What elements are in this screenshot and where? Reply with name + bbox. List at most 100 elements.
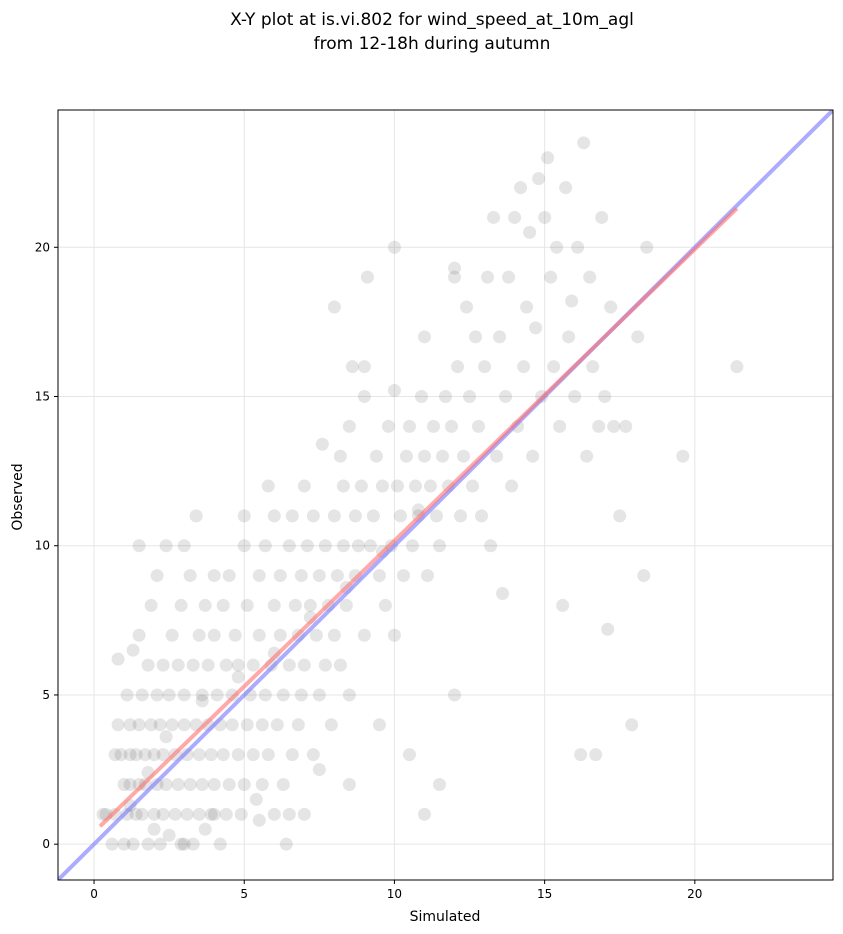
data-point bbox=[144, 718, 158, 732]
data-point bbox=[261, 479, 275, 493]
data-point bbox=[405, 539, 419, 553]
data-point bbox=[487, 210, 501, 224]
data-point bbox=[282, 658, 296, 672]
data-point bbox=[420, 569, 434, 583]
data-point bbox=[408, 479, 422, 493]
data-point bbox=[120, 688, 134, 702]
data-point bbox=[508, 210, 522, 224]
data-point bbox=[111, 718, 125, 732]
data-point bbox=[159, 730, 173, 744]
data-point bbox=[237, 777, 251, 791]
data-point bbox=[435, 449, 449, 463]
data-point bbox=[372, 569, 386, 583]
data-point bbox=[381, 419, 395, 433]
data-point bbox=[448, 688, 462, 702]
data-point bbox=[162, 688, 176, 702]
data-point bbox=[354, 479, 368, 493]
y-axis-ticks: 0 5 10 15 20 bbox=[35, 240, 58, 851]
data-point bbox=[273, 569, 287, 583]
data-point bbox=[318, 658, 332, 672]
data-point bbox=[387, 384, 401, 398]
data-point bbox=[592, 419, 606, 433]
data-point bbox=[493, 330, 507, 344]
data-point bbox=[147, 807, 161, 821]
data-point bbox=[583, 270, 597, 284]
x-tick-label: 10 bbox=[387, 887, 402, 901]
data-point bbox=[357, 360, 371, 374]
data-point bbox=[294, 569, 308, 583]
data-point bbox=[294, 688, 308, 702]
data-point bbox=[390, 479, 404, 493]
data-point bbox=[532, 172, 546, 186]
data-point bbox=[568, 390, 582, 404]
data-point bbox=[201, 658, 215, 672]
data-point bbox=[607, 419, 621, 433]
data-point bbox=[177, 718, 191, 732]
data-point bbox=[396, 569, 410, 583]
x-tick-label: 5 bbox=[240, 887, 248, 901]
data-point bbox=[439, 390, 452, 404]
data-point bbox=[547, 360, 561, 374]
data-point bbox=[520, 300, 534, 314]
x-axis-ticks: 0 5 10 15 20 bbox=[90, 880, 702, 901]
data-point bbox=[177, 837, 191, 851]
data-point bbox=[111, 652, 125, 666]
data-point bbox=[174, 837, 188, 851]
data-point bbox=[192, 748, 206, 762]
x-tick-label: 15 bbox=[537, 887, 552, 901]
data-point bbox=[198, 598, 212, 612]
data-point bbox=[291, 718, 305, 732]
data-point bbox=[270, 718, 284, 732]
data-point bbox=[276, 688, 290, 702]
data-point bbox=[267, 509, 281, 523]
data-point bbox=[123, 718, 137, 732]
data-point bbox=[432, 777, 446, 791]
data-point bbox=[514, 181, 528, 195]
data-point bbox=[402, 419, 416, 433]
data-point bbox=[150, 777, 164, 791]
data-point bbox=[249, 792, 263, 806]
data-point bbox=[448, 261, 462, 275]
y-tick-label: 5 bbox=[42, 688, 50, 702]
data-point bbox=[423, 479, 437, 493]
data-point bbox=[171, 777, 185, 791]
data-point bbox=[198, 822, 212, 836]
data-point bbox=[426, 419, 440, 433]
data-point bbox=[372, 718, 386, 732]
data-point bbox=[174, 598, 188, 612]
data-point bbox=[345, 360, 359, 374]
data-point bbox=[541, 151, 555, 165]
data-point bbox=[586, 360, 600, 374]
data-point bbox=[312, 763, 326, 777]
chart-title: X-Y plot at is.vi.802 for wind_speed_at_… bbox=[230, 10, 634, 30]
data-point bbox=[255, 777, 269, 791]
data-point bbox=[282, 807, 296, 821]
data-point bbox=[141, 658, 155, 672]
data-point bbox=[135, 688, 149, 702]
data-point bbox=[297, 807, 311, 821]
data-point bbox=[150, 569, 164, 583]
data-point bbox=[393, 509, 407, 523]
data-point bbox=[222, 777, 236, 791]
data-point bbox=[378, 598, 392, 612]
data-point bbox=[387, 240, 401, 254]
data-point bbox=[129, 807, 143, 821]
data-point bbox=[231, 658, 245, 672]
data-point bbox=[267, 807, 281, 821]
data-point bbox=[141, 837, 155, 851]
data-point bbox=[285, 509, 299, 523]
data-point bbox=[375, 479, 389, 493]
data-point bbox=[466, 479, 480, 493]
data-point bbox=[502, 270, 516, 284]
data-point bbox=[589, 748, 603, 762]
data-point bbox=[478, 360, 492, 374]
data-point bbox=[132, 539, 146, 553]
data-point bbox=[676, 449, 690, 463]
data-point bbox=[180, 748, 194, 762]
data-point bbox=[156, 807, 170, 821]
data-point bbox=[183, 569, 197, 583]
data-point bbox=[357, 628, 371, 642]
data-point bbox=[562, 330, 576, 344]
data-point bbox=[496, 586, 510, 600]
